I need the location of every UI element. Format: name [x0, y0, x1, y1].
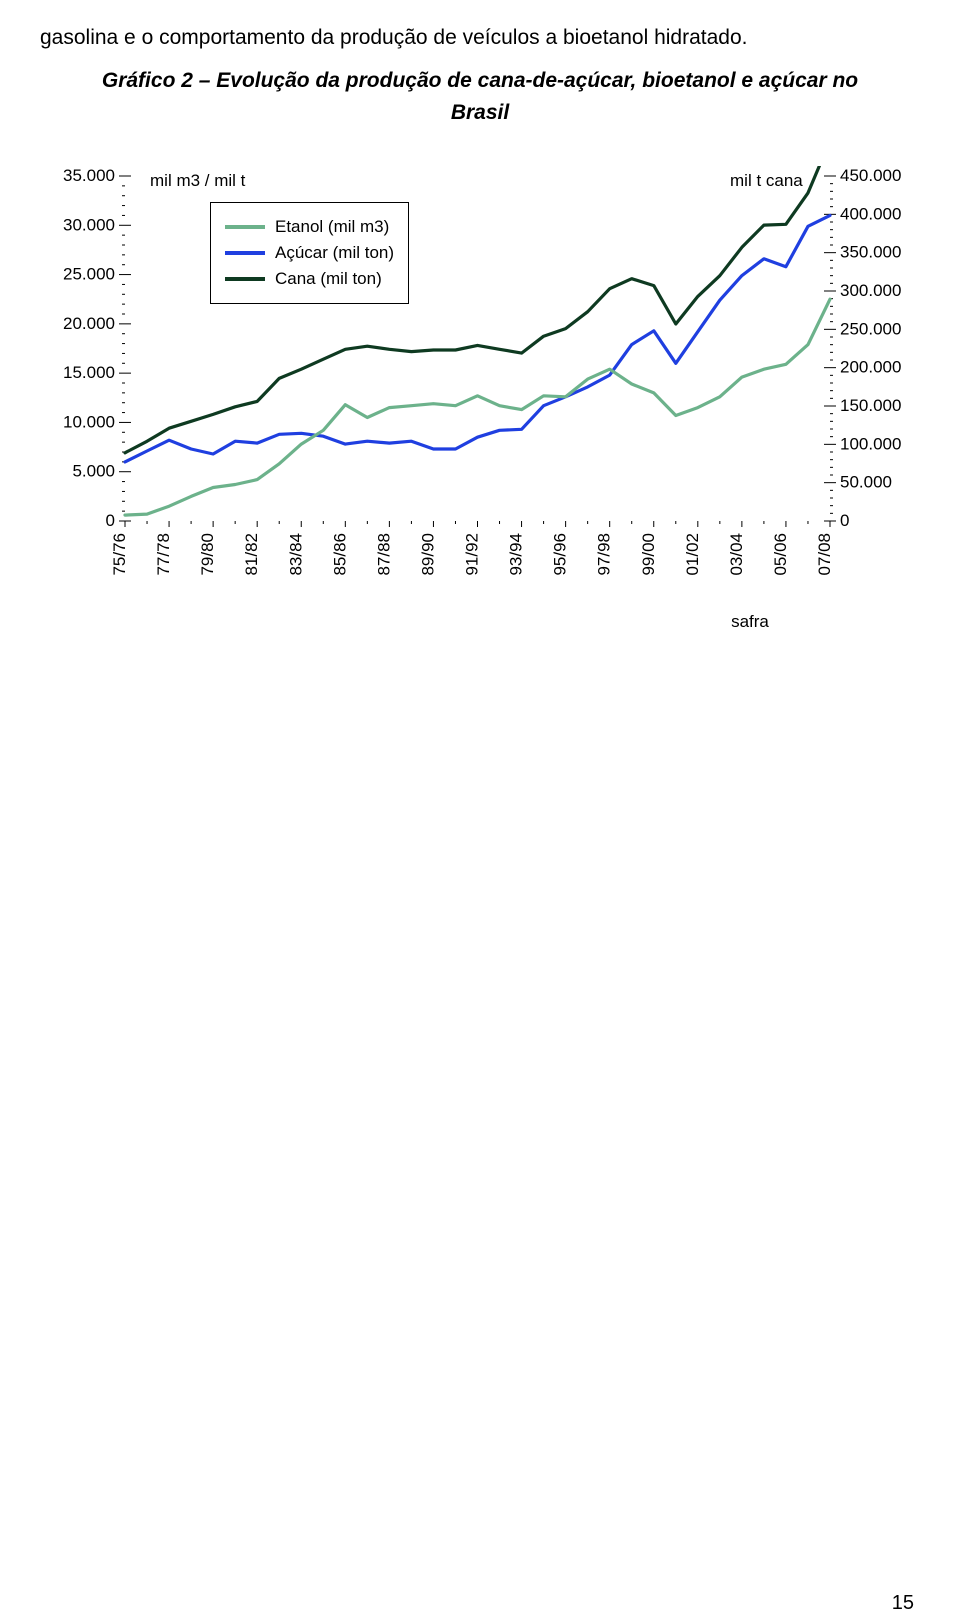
legend-label: Etanol (mil m3)	[275, 217, 389, 237]
svg-text:25.000: 25.000	[63, 264, 115, 283]
chart-area: 0 5.000 10.000 15.000 20.000 25.000 30.000 35.0…	[40, 166, 920, 606]
legend-swatch	[225, 277, 265, 281]
svg-text:350.000: 350.000	[840, 242, 901, 261]
svg-text:05/06: 05/06	[771, 533, 790, 576]
svg-text:07/08: 07/08	[815, 533, 834, 576]
svg-text:10.000: 10.000	[63, 412, 115, 431]
svg-text:89/90: 89/90	[418, 533, 437, 576]
svg-text:99/00: 99/00	[639, 533, 658, 576]
svg-text:35.000: 35.000	[63, 166, 115, 185]
svg-text:450.000: 450.000	[840, 166, 901, 185]
chart-title: Gráfico 2 – Evolução da produção de cana…	[100, 65, 860, 130]
svg-text:97/98: 97/98	[595, 533, 614, 576]
legend-swatch	[225, 251, 265, 255]
chart-container: 0 5.000 10.000 15.000 20.000 25.000 30.000 35.0…	[40, 166, 920, 632]
svg-text:01/02: 01/02	[683, 533, 702, 576]
svg-text:200.000: 200.000	[840, 357, 901, 376]
svg-text:03/04: 03/04	[727, 533, 746, 576]
svg-text:400.000: 400.000	[840, 204, 901, 223]
svg-text:81/82: 81/82	[242, 533, 261, 576]
page-number: 15	[40, 1592, 920, 1615]
svg-text:20.000: 20.000	[63, 314, 115, 333]
svg-text:100.000: 100.000	[840, 434, 901, 453]
svg-text:93/94: 93/94	[507, 533, 526, 576]
svg-text:5.000: 5.000	[72, 461, 115, 480]
legend-swatch	[225, 225, 265, 229]
svg-text:50.000: 50.000	[840, 472, 892, 491]
svg-text:95/96: 95/96	[551, 533, 570, 576]
legend: Etanol (mil m3) Açúcar (mil ton) Cana (mil…	[210, 202, 409, 304]
svg-text:75/76: 75/76	[110, 533, 129, 576]
svg-text:83/84: 83/84	[286, 533, 305, 576]
page: gasolina e o comportamento da produção d…	[0, 21, 960, 1615]
svg-text:30.000: 30.000	[63, 215, 115, 234]
svg-text:85/86: 85/86	[330, 533, 349, 576]
svg-text:150.000: 150.000	[840, 396, 901, 415]
svg-text:300.000: 300.000	[840, 281, 901, 300]
legend-label: Açúcar (mil ton)	[275, 243, 394, 263]
svg-text:0: 0	[106, 511, 115, 530]
chart-svg: 0 5.000 10.000 15.000 20.000 25.000 30.000 35.0…	[40, 166, 920, 606]
legend-row: Cana (mil ton)	[225, 269, 394, 289]
legend-row: Etanol (mil m3)	[225, 217, 394, 237]
svg-text:250.000: 250.000	[840, 319, 901, 338]
legend-label: Cana (mil ton)	[275, 269, 382, 289]
svg-text:87/88: 87/88	[374, 533, 393, 576]
svg-text:79/80: 79/80	[198, 533, 217, 576]
x-axis-title: safra	[40, 612, 920, 632]
svg-text:0: 0	[840, 511, 849, 530]
svg-text:15.000: 15.000	[63, 363, 115, 382]
svg-text:77/78: 77/78	[154, 533, 173, 576]
svg-text:mil m3 / mil t: mil m3 / mil t	[150, 171, 246, 190]
svg-text:91/92: 91/92	[463, 533, 482, 576]
svg-text:mil t cana: mil t cana	[730, 171, 803, 190]
intro-text: gasolina e o comportamento da produção d…	[40, 21, 920, 55]
legend-row: Açúcar (mil ton)	[225, 243, 394, 263]
